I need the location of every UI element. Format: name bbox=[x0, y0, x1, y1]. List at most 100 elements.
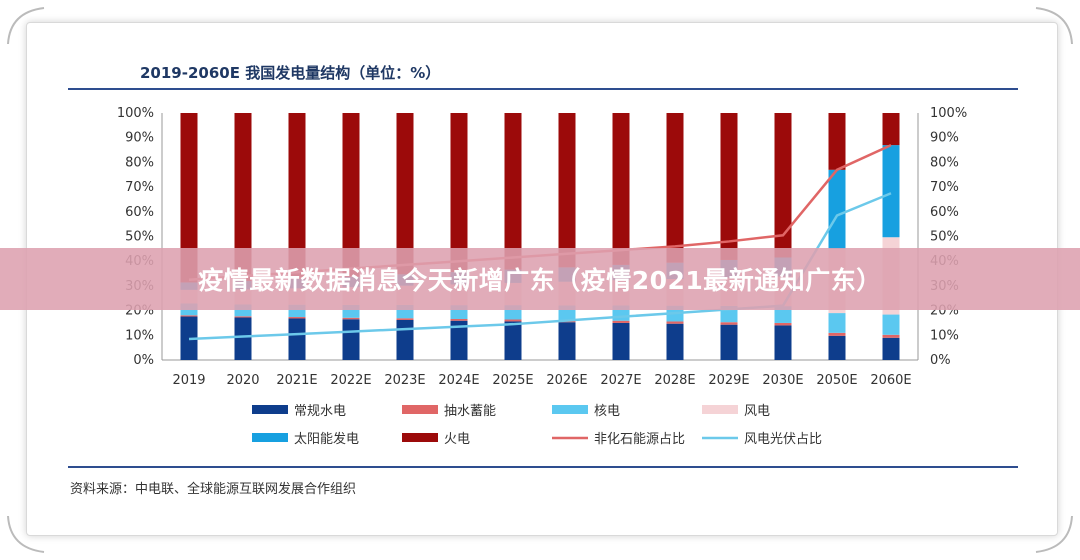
bar-segment bbox=[504, 113, 522, 270]
bar-segment bbox=[774, 325, 792, 360]
y-tick-label-right: 60% bbox=[930, 205, 959, 220]
bar-segment bbox=[882, 145, 900, 238]
bar-segment bbox=[882, 334, 900, 338]
legend-label: 非化石能源占比 bbox=[594, 432, 685, 447]
x-tick-label: 2027E bbox=[600, 373, 641, 388]
bar-segment bbox=[720, 322, 738, 325]
y-tick-label-right: 50% bbox=[930, 230, 959, 245]
y-tick-label-left: 10% bbox=[125, 328, 154, 343]
corner-curl-top-right-icon bbox=[1035, 7, 1073, 45]
bar-segment bbox=[396, 318, 414, 320]
bar-segment bbox=[288, 318, 306, 360]
bar-segment bbox=[612, 113, 630, 265]
x-tick-label: 2024E bbox=[438, 373, 479, 388]
x-tick-label: 2023E bbox=[384, 373, 425, 388]
corner-curl-bottom-right-icon bbox=[1035, 515, 1073, 553]
y-tick-label-right: 80% bbox=[930, 155, 959, 170]
bar-segment bbox=[828, 113, 846, 170]
bar-segment bbox=[396, 113, 414, 275]
bar-segment bbox=[234, 317, 252, 360]
bar-segment bbox=[612, 322, 630, 360]
x-tick-label: 2060E bbox=[870, 373, 911, 388]
legend-swatch bbox=[702, 405, 738, 414]
bar-segment bbox=[342, 113, 360, 277]
bar-segment bbox=[720, 324, 738, 360]
bar-segment bbox=[558, 113, 576, 268]
overlay-banner: 疫情最新数据消息今天新增广东（疫情2021最新通知广东） bbox=[0, 248, 1080, 310]
bar-segment bbox=[666, 113, 684, 263]
x-tick-label: 2028E bbox=[654, 373, 695, 388]
legend-label: 风电光伏占比 bbox=[744, 432, 822, 447]
bar-segment bbox=[558, 322, 576, 360]
x-tick-label: 2021E bbox=[276, 373, 317, 388]
bar-segment bbox=[450, 113, 468, 273]
y-tick-label-left: 60% bbox=[125, 205, 154, 220]
y-tick-label-left: 90% bbox=[125, 131, 154, 146]
bar-segment bbox=[288, 113, 306, 279]
legend-swatch bbox=[252, 405, 288, 414]
x-tick-label: 2025E bbox=[492, 373, 533, 388]
bar-segment bbox=[612, 320, 630, 323]
bar-segment bbox=[882, 314, 900, 335]
bar-segment bbox=[774, 322, 792, 326]
bar-segment bbox=[504, 319, 522, 322]
y-tick-label-right: 100% bbox=[930, 106, 967, 121]
legend-swatch bbox=[402, 405, 438, 414]
bar-segment bbox=[828, 313, 846, 333]
bar-segment bbox=[828, 332, 846, 336]
bar-segment bbox=[180, 113, 198, 283]
bar-segment bbox=[828, 169, 846, 249]
bar-segment bbox=[234, 316, 252, 318]
bar-segment bbox=[882, 113, 900, 146]
bar-segment bbox=[450, 318, 468, 321]
bar-segment bbox=[234, 113, 252, 281]
bar-segment bbox=[666, 321, 684, 324]
source-divider bbox=[68, 466, 1018, 468]
legend-swatch bbox=[552, 405, 588, 414]
bar-segment bbox=[180, 315, 198, 317]
title-divider bbox=[68, 88, 1018, 90]
x-tick-label: 2020 bbox=[226, 373, 259, 388]
bar-segment bbox=[828, 335, 846, 360]
bar-segment bbox=[288, 317, 306, 319]
x-tick-label: 2030E bbox=[762, 373, 803, 388]
legend-label: 常规水电 bbox=[294, 404, 346, 419]
bar-segment bbox=[774, 113, 792, 258]
x-tick-label: 2026E bbox=[546, 373, 587, 388]
bar-segment bbox=[882, 337, 900, 360]
bar-segment bbox=[342, 319, 360, 360]
bar-segment bbox=[342, 317, 360, 320]
source-note: 资料来源：中电联、全球能源互联网发展合作组织 bbox=[70, 482, 357, 497]
legend-label: 抽水蓄能 bbox=[444, 404, 496, 419]
y-tick-label-right: 70% bbox=[930, 180, 959, 195]
bar-segment bbox=[720, 113, 738, 260]
y-tick-label-right: 10% bbox=[930, 328, 959, 343]
y-tick-label-right: 90% bbox=[930, 131, 959, 146]
y-tick-label-left: 70% bbox=[125, 180, 154, 195]
bar-segment bbox=[666, 323, 684, 360]
bar-segment bbox=[234, 304, 252, 317]
legend-label: 风电 bbox=[744, 404, 770, 419]
x-tick-label: 2019 bbox=[172, 373, 205, 388]
x-tick-label: 2022E bbox=[330, 373, 371, 388]
y-tick-label-left: 50% bbox=[125, 230, 154, 245]
y-tick-label-left: 80% bbox=[125, 155, 154, 170]
legend-swatch bbox=[402, 433, 438, 442]
y-tick-label-right: 0% bbox=[930, 353, 951, 368]
y-tick-label-left: 100% bbox=[117, 106, 154, 121]
legend-swatch bbox=[252, 433, 288, 442]
x-tick-label: 2050E bbox=[816, 373, 857, 388]
y-tick-label-left: 0% bbox=[133, 353, 154, 368]
legend-label: 火电 bbox=[444, 432, 470, 447]
corner-curl-bottom-left-icon bbox=[7, 515, 45, 553]
legend-label: 太阳能发电 bbox=[294, 431, 359, 447]
bar-segment bbox=[774, 306, 792, 323]
chart-title: 2019-2060E 我国发电量结构（单位：%） bbox=[140, 64, 441, 82]
bar-segment bbox=[504, 321, 522, 360]
legend-label: 核电 bbox=[594, 404, 620, 419]
x-tick-label: 2029E bbox=[708, 373, 749, 388]
bar-segment bbox=[450, 320, 468, 360]
corner-curl-top-left-icon bbox=[7, 7, 45, 45]
bar-segment bbox=[396, 319, 414, 360]
banner-text: 疫情最新数据消息今天新增广东（疫情2021最新通知广东） bbox=[198, 266, 882, 295]
